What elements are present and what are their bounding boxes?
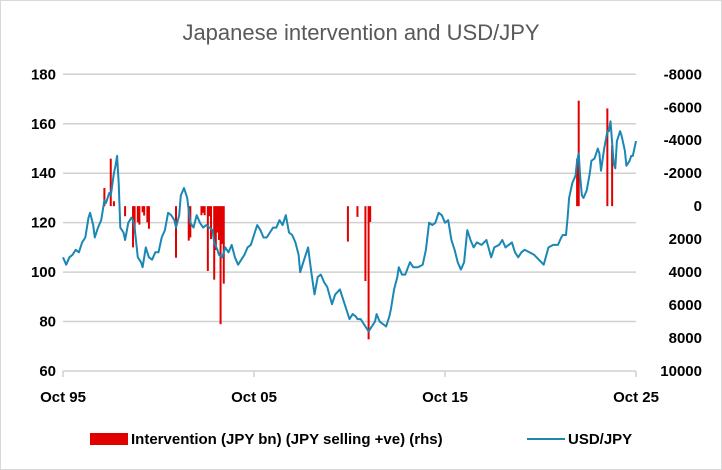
intervention-bar xyxy=(216,206,219,233)
right-tick-label: 10000 xyxy=(660,363,702,380)
intervention-bar xyxy=(109,158,112,207)
intervention-bar xyxy=(133,206,136,234)
gridlines xyxy=(62,73,637,377)
left-tick-label: 120 xyxy=(31,215,56,232)
right-tick-label: -4000 xyxy=(664,132,702,149)
left-tick-label: 140 xyxy=(31,165,56,182)
x-tick-label: Oct 15 xyxy=(422,389,468,406)
right-tick-label: -2000 xyxy=(664,165,702,182)
usdjpy-line xyxy=(62,120,637,333)
right-tick-label: 4000 xyxy=(669,264,702,281)
intervention-bars xyxy=(103,100,614,340)
chart-title: Japanese intervention and USD/JPY xyxy=(182,20,540,45)
intervention-bar xyxy=(219,206,222,325)
intervention-bar xyxy=(124,206,127,217)
legend: Intervention (JPY bn) (JPY selling +ve) … xyxy=(0,428,722,450)
right-tick-label: 2000 xyxy=(669,231,702,248)
right-tick-label: 0 xyxy=(694,198,702,215)
intervention-bar xyxy=(221,206,224,244)
intervention-bar xyxy=(206,206,209,271)
intervention-bar xyxy=(208,206,211,217)
intervention-bar xyxy=(346,206,349,242)
right-tick-label: -8000 xyxy=(664,66,702,83)
intervention-bar xyxy=(576,159,579,207)
intervention-bar xyxy=(203,206,206,216)
intervention-bar xyxy=(202,206,205,213)
intervention-bar xyxy=(210,206,213,240)
left-tick-label: 60 xyxy=(39,363,56,380)
intervention-bar xyxy=(200,206,203,216)
intervention-bar xyxy=(369,206,372,222)
intervention-bar xyxy=(141,206,144,213)
right-tick-label: 8000 xyxy=(669,330,702,347)
intervention-bar xyxy=(132,206,135,248)
x-tick-label: Oct 05 xyxy=(231,389,277,406)
left-tick-label: 180 xyxy=(31,66,56,83)
intervention-bar xyxy=(112,201,115,207)
intervention-bar xyxy=(611,145,614,207)
usdjpy-line-group xyxy=(62,120,637,333)
intervention-bar xyxy=(367,206,370,340)
x-tick-label: Oct 25 xyxy=(613,389,659,406)
left-tick-label: 160 xyxy=(31,116,56,133)
legend-swatch-usdjpy xyxy=(527,438,565,440)
legend-swatch-intervention xyxy=(90,433,128,445)
intervention-bar xyxy=(356,206,359,217)
x-tick-label: Oct 95 xyxy=(40,389,86,406)
intervention-bar xyxy=(364,206,367,282)
intervention-bar xyxy=(146,206,149,223)
legend-item-usdjpy: USD/JPY xyxy=(527,428,632,450)
intervention-bar xyxy=(136,206,139,223)
intervention-bar xyxy=(175,206,178,258)
intervention-bar xyxy=(138,206,141,225)
left-tick-label: 100 xyxy=(31,264,56,281)
intervention-bar xyxy=(143,206,146,216)
intervention-bar xyxy=(103,188,106,207)
intervention-bar xyxy=(214,206,217,251)
intervention-bar xyxy=(606,108,609,207)
legend-label-intervention: Intervention (JPY bn) (JPY selling +ve) … xyxy=(131,430,443,448)
right-tick-label: -6000 xyxy=(664,99,702,116)
tick-labels: 60 80 100 120 140 160 180 -8000 -6000 -4000 -2000 0… xyxy=(31,66,702,406)
left-tick-label: 80 xyxy=(39,314,56,331)
right-tick-label: 6000 xyxy=(669,297,702,314)
legend-label-usdjpy: USD/JPY xyxy=(568,430,633,448)
intervention-bar xyxy=(187,206,190,241)
legend-item-intervention: Intervention (JPY bn) (JPY selling +ve) … xyxy=(90,428,443,450)
intervention-bar xyxy=(147,206,150,229)
intervention-bar xyxy=(222,206,225,284)
intervention-bar xyxy=(217,206,220,240)
